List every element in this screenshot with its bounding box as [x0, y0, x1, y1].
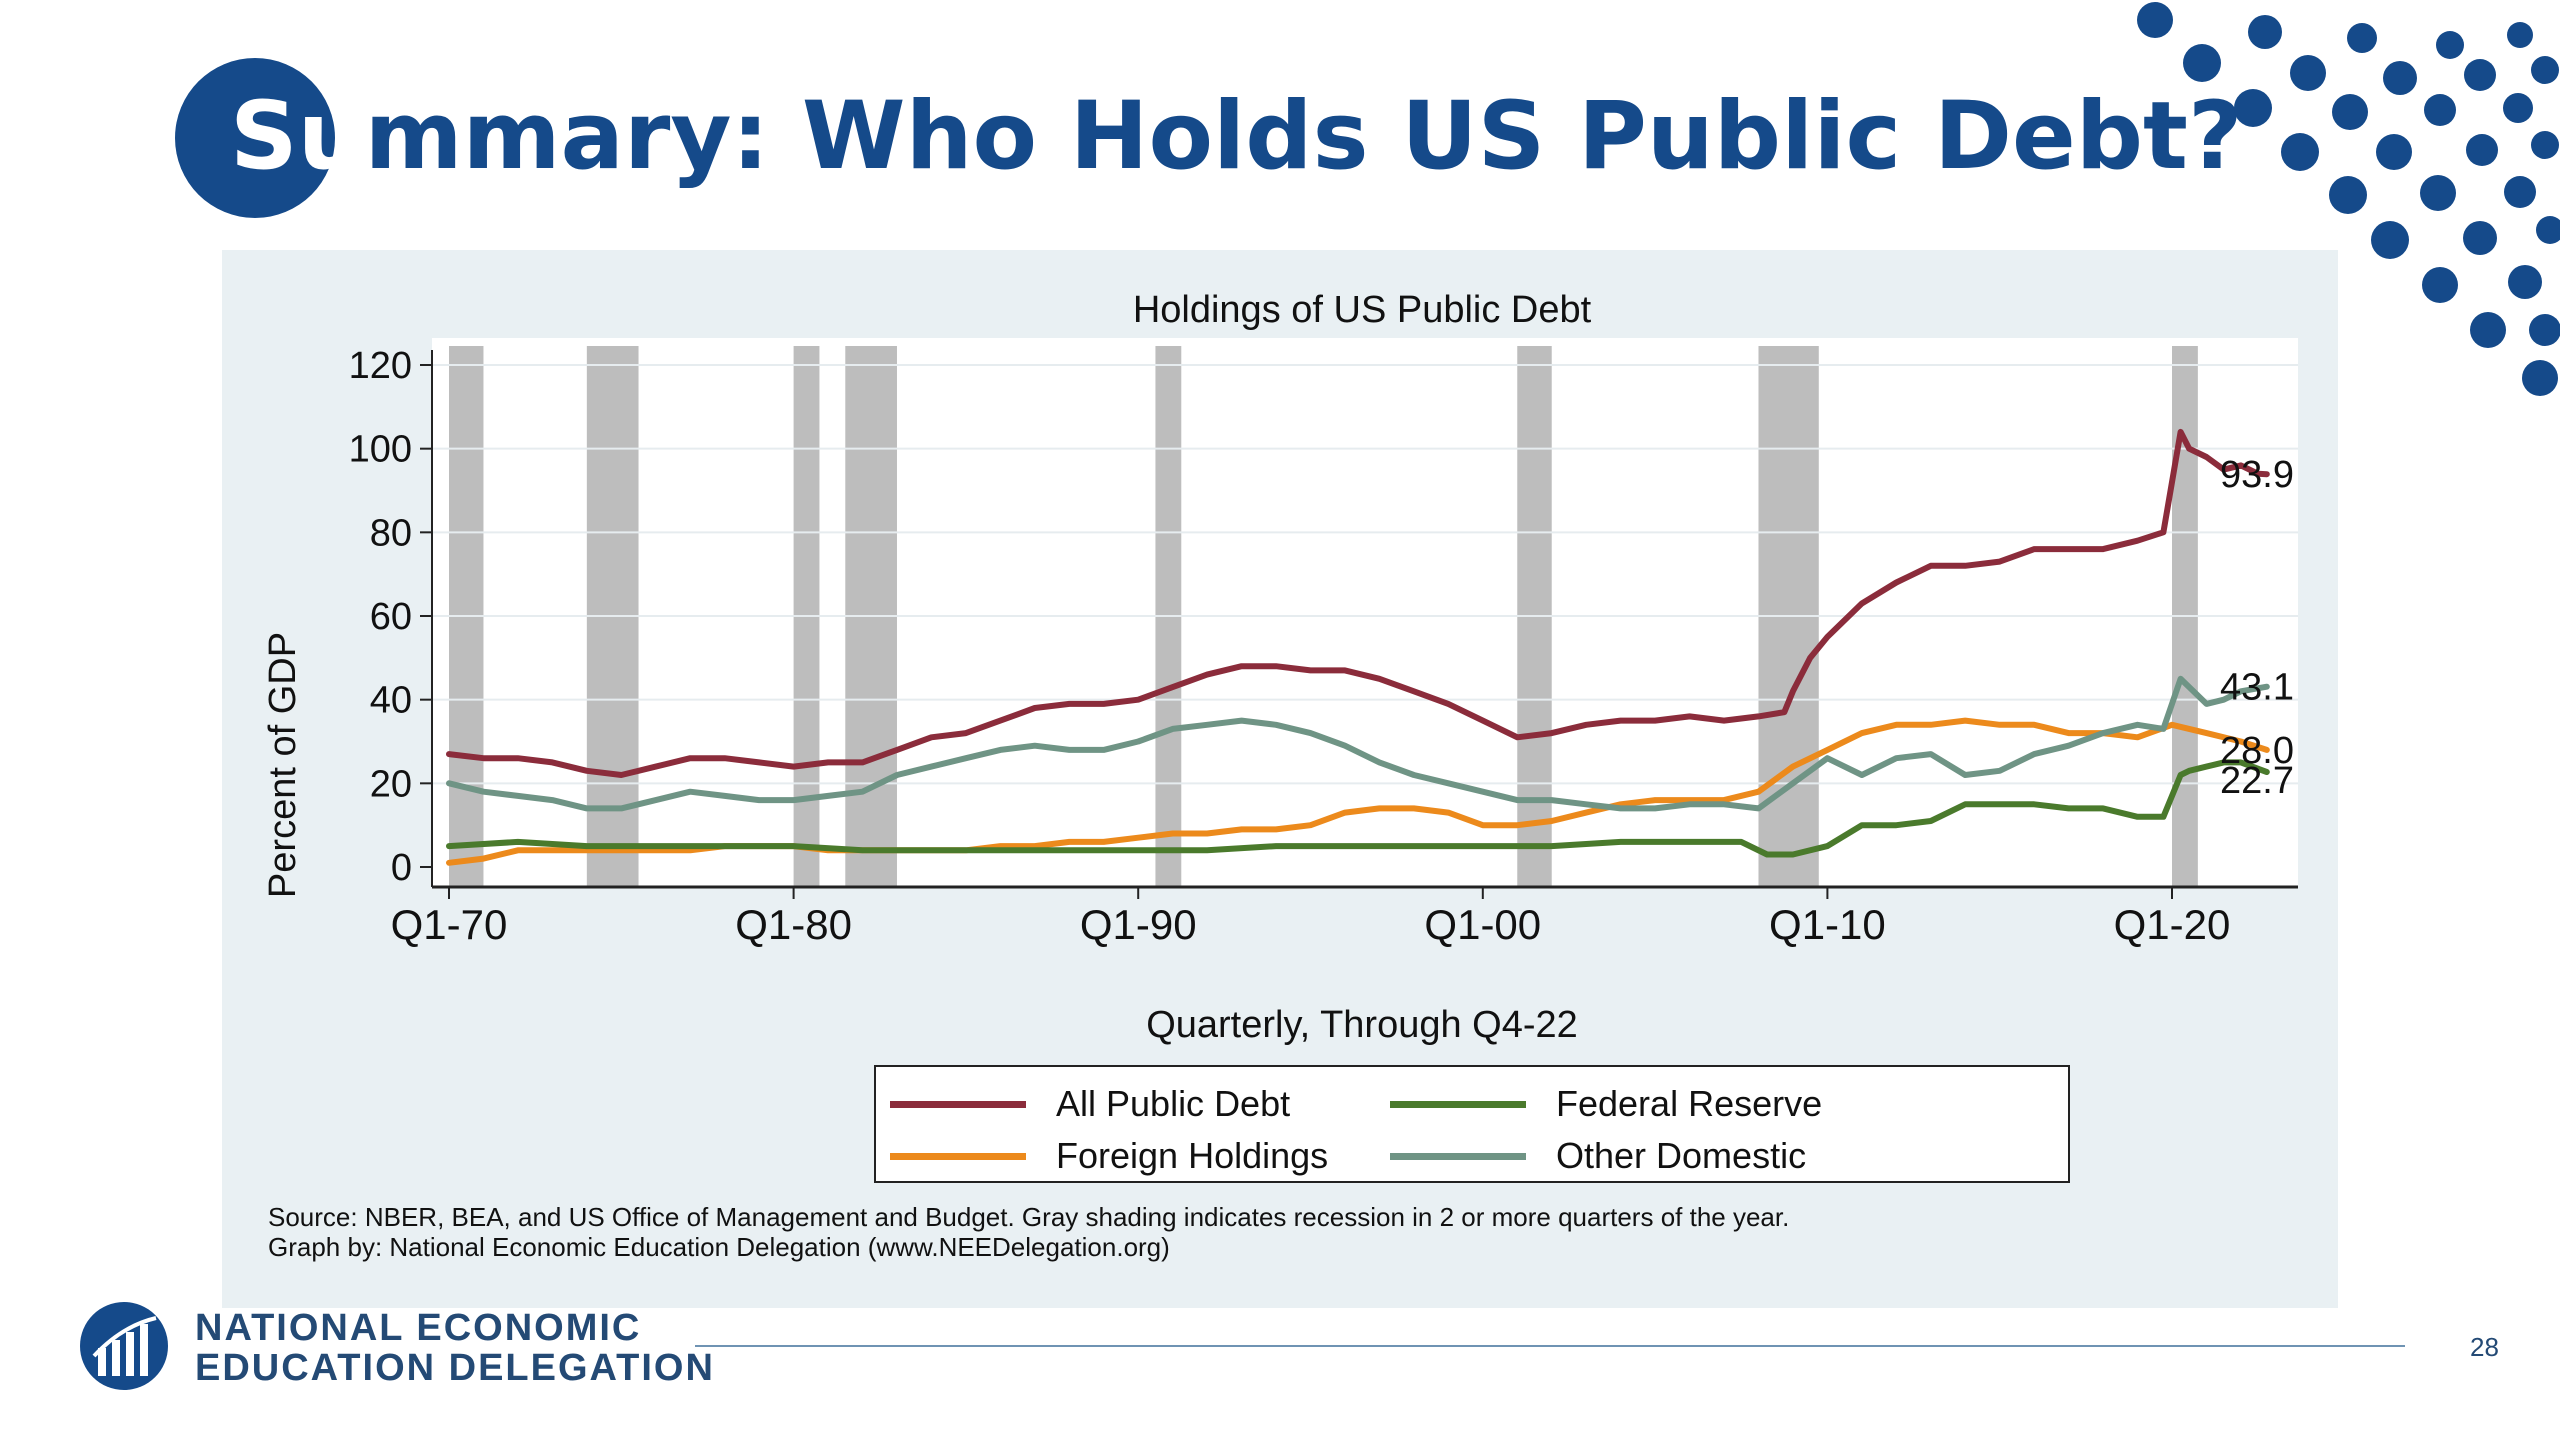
decor-dot: [2464, 59, 2496, 91]
series-line-federal-reserve: [446, 759, 2270, 858]
decor-dot: [2522, 360, 2558, 396]
footer-divider: [695, 1345, 2405, 1347]
legend-swatch-other-domestic: [1390, 1152, 1526, 1160]
decor-dot: [2470, 312, 2506, 348]
decor-dot: [2371, 221, 2409, 259]
decor-dot: [2536, 216, 2560, 244]
decor-dot: [2248, 15, 2282, 49]
legend-label-foreign-holdings: Foreign Holdings: [1056, 1135, 1329, 1176]
decor-dot: [2383, 61, 2417, 95]
decor-dot: [2183, 44, 2221, 82]
decor-dot: [2420, 175, 2456, 211]
decor-dot: [2503, 93, 2533, 123]
title-accent-circle: [175, 58, 335, 218]
legend-label-federal-reserve: Federal Reserve: [1556, 1083, 1823, 1124]
end-value-label: 28.0: [2220, 730, 2294, 772]
y-tick-label: 120: [349, 345, 412, 387]
slide-title: Summary: Who Holds US Public Debt?: [230, 72, 2243, 202]
decor-dot: [2436, 31, 2464, 59]
decor-dot: [2508, 265, 2542, 299]
need-logo-icon: [80, 1302, 168, 1390]
end-value-label: 43.1: [2220, 667, 2294, 709]
organization-name-line1: NATIONAL ECONOMIC: [195, 1307, 642, 1349]
organization-name-line2: EDUCATION DELEGATION: [195, 1347, 715, 1389]
slide-title-prefix: Su: [230, 82, 365, 191]
x-tick-label: Q1-80: [735, 901, 852, 948]
decor-dot: [2466, 134, 2498, 166]
decor-dot: [2137, 2, 2173, 38]
end-value-label: 93.9: [2220, 454, 2294, 496]
chart-panel: Holdings of US Public Debt 0 20 40 60 80 100 1…: [222, 250, 2338, 1308]
legend-item-other-domestic: Other Domestic: [1390, 1135, 1806, 1177]
legend-item-federal-reserve: Federal Reserve: [1390, 1083, 1822, 1125]
y-tick-label: 40: [370, 680, 412, 722]
decor-dot: [2332, 94, 2368, 130]
decor-dot: [2529, 314, 2560, 346]
decorative-dot-pattern: [2137, 2, 2560, 396]
chart-source-note: Source: NBER, BEA, and US Office of Mana…: [268, 1202, 1789, 1262]
y-axis-label: Percent of GDP: [262, 632, 304, 898]
end-value-label: 22.7: [2220, 760, 2294, 802]
decor-dot: [2422, 267, 2458, 303]
x-tick-label: Q1-70: [391, 901, 508, 948]
organization-name: NATIONAL ECONOMIC EDUCATION DELEGATION: [195, 1308, 715, 1388]
series-line-other-domestic: [446, 675, 2270, 812]
chart-title: Holdings of US Public Debt: [1133, 289, 1592, 331]
decor-dot: [2329, 176, 2367, 214]
decor-dot: [2463, 221, 2497, 255]
decor-dot: [2376, 134, 2412, 170]
legend-item-all-public-debt: All Public Debt: [890, 1083, 1290, 1125]
x-tick-label: Q1-00: [1424, 901, 1541, 948]
legend-label-all-public-debt: All Public Debt: [1056, 1083, 1291, 1124]
chart-legend: All Public Debt Foreign Holdings Federal…: [874, 1065, 2070, 1183]
x-axis-label: Quarterly, Through Q4-22: [1146, 1004, 1578, 1046]
decor-dot: [2531, 56, 2559, 84]
legend-swatch-all-public-debt: [890, 1100, 1026, 1108]
slide-title-rest: mmary: Who Holds US Public Debt?: [364, 82, 2243, 191]
decor-dot: [2424, 94, 2456, 126]
decor-dot: [2281, 133, 2319, 171]
y-tick-label: 80: [370, 512, 412, 554]
decor-dot: [2290, 55, 2326, 91]
decor-dot: [2507, 22, 2533, 48]
decor-dot: [2504, 176, 2536, 208]
y-tick-label: 60: [370, 596, 412, 638]
legend-swatch-foreign-holdings: [890, 1152, 1026, 1160]
graph-credit-line: Graph by: National Economic Education De…: [268, 1232, 1170, 1262]
x-tick-label: Q1-20: [2114, 901, 2231, 948]
decor-dot: [2347, 23, 2377, 53]
legend-label-other-domestic: Other Domestic: [1556, 1135, 1807, 1176]
y-tick-label: 100: [349, 429, 412, 471]
x-tick-label: Q1-10: [1769, 901, 1886, 948]
y-tick-label: 0: [391, 847, 412, 889]
x-tick-label: Q1-90: [1080, 901, 1197, 948]
series-line-all-public-debt: [446, 428, 2270, 778]
decor-dot: [2531, 131, 2559, 159]
legend-swatch-federal-reserve: [1390, 1100, 1526, 1108]
source-line: Source: NBER, BEA, and US Office of Mana…: [268, 1202, 1790, 1232]
decor-dot: [2234, 89, 2272, 127]
y-tick-label: 20: [370, 763, 412, 805]
legend-item-foreign-holdings: Foreign Holdings: [890, 1135, 1328, 1177]
page-number: 28: [2470, 1332, 2499, 1362]
line-chart: Holdings of US Public Debt 0 20 40 60 80 100 1…: [262, 289, 2298, 1046]
